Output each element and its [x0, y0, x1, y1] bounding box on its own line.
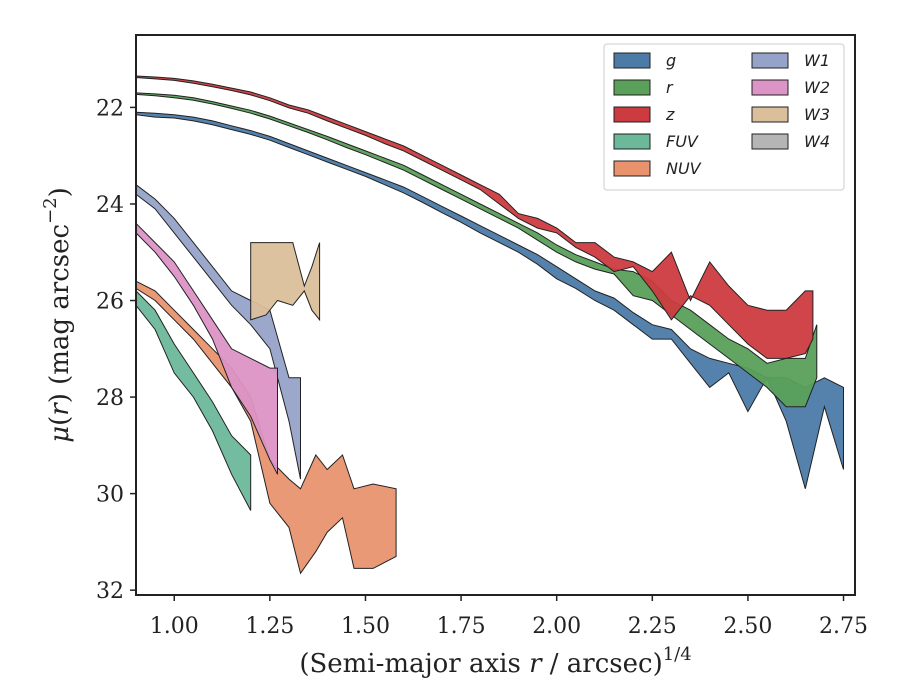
- legend-label-nuv: NUV: [666, 159, 702, 178]
- legend-swatch-w4: [751, 133, 789, 150]
- band-g: [135, 111, 844, 489]
- band-w3: [250, 242, 321, 322]
- legend-swatch-z: [613, 106, 651, 123]
- legend-label-r: r: [666, 78, 674, 97]
- legend-swatch-w2: [751, 79, 789, 96]
- x-tick-label: 2.25: [628, 614, 677, 639]
- y-tick-label: 32: [96, 579, 124, 604]
- legend-label-z: z: [665, 105, 675, 124]
- plot-frame: [135, 34, 856, 596]
- band-r: [135, 92, 818, 408]
- x-tick-label: 1.00: [150, 614, 199, 639]
- x-tick-label: 1.75: [437, 614, 486, 639]
- x-tick-label: 2.50: [723, 614, 772, 639]
- band-z: [135, 75, 814, 359]
- legend-swatch-g: [613, 52, 651, 69]
- x-tick-label: 1.25: [245, 614, 294, 639]
- legend-label-w3: W3: [804, 105, 830, 124]
- legend-swatch-r: [613, 79, 651, 96]
- band-w1: [135, 183, 301, 480]
- x-axis-title: (Semi-major axis r / arcsec)1/4: [299, 644, 691, 679]
- x-tick-label: 2.75: [819, 614, 868, 639]
- legend-swatch-fuv: [613, 133, 651, 150]
- band-fuv: [135, 289, 252, 511]
- legend-swatch-w1: [751, 52, 789, 69]
- legend: grz FUV NUV W1 W2 W3 W4: [603, 43, 845, 191]
- legend-swatch-nuv: [613, 160, 651, 177]
- profile-bands: [135, 75, 844, 575]
- legend-swatch-w3: [751, 106, 789, 123]
- legend-label-w1: W1: [804, 51, 830, 70]
- band-w2: [135, 222, 278, 475]
- y-tick-label: 22: [96, 96, 124, 121]
- legend-label-fuv: FUV: [666, 132, 699, 151]
- y-tick-labels: 22 24 26 28 30 32: [96, 96, 124, 604]
- y-axis-title: μ(r) (mag arcsec−2): [40, 187, 75, 443]
- legend-label-g: g: [666, 51, 676, 70]
- y-tick-label: 30: [96, 483, 124, 508]
- y-tick-label: 24: [96, 193, 124, 218]
- x-tick-label: 1.50: [341, 614, 390, 639]
- x-tick-labels: 1.00 1.25 1.50 1.75 2.00 2.25 2.50 2.75: [150, 614, 868, 639]
- y-tick-label: 26: [96, 290, 124, 315]
- legend-label-w4: W4: [804, 132, 830, 151]
- y-tick-label: 28: [96, 386, 124, 411]
- x-tick-label: 2.00: [532, 614, 581, 639]
- legend-label-w2: W2: [804, 78, 830, 97]
